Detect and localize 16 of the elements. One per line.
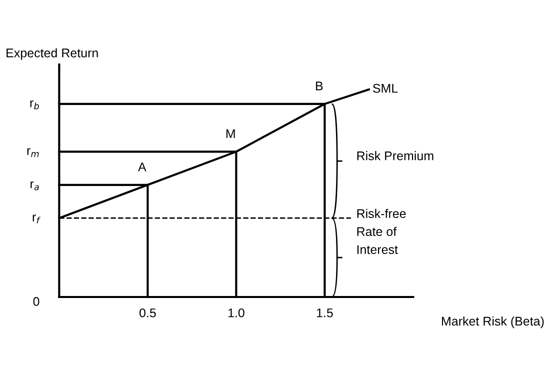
text: 0 [33,297,40,306]
series-label: SML [372,84,398,93]
annotation: A [138,162,146,172]
annotation: B [316,82,323,90]
annotation: Risk Premium [357,151,434,160]
y-axis-title: Expected Return [6,48,98,60]
annotation: M [226,129,235,138]
annotation: Risk-free Rate of Interest [357,208,406,254]
annotation: r$_{m}$ [27,148,39,157]
annotation: r$_{b}$ [30,100,39,110]
annotation: r$_{a}$ [30,181,39,190]
x-tick-label: 0.5 [139,308,156,318]
x-tick-label: 1.0 [228,308,244,318]
annotation: r$_{f}$ [32,214,40,224]
x-axis-title: Market Risk (Beta) [442,316,544,328]
x-tick-label: 1.5 [316,308,333,318]
